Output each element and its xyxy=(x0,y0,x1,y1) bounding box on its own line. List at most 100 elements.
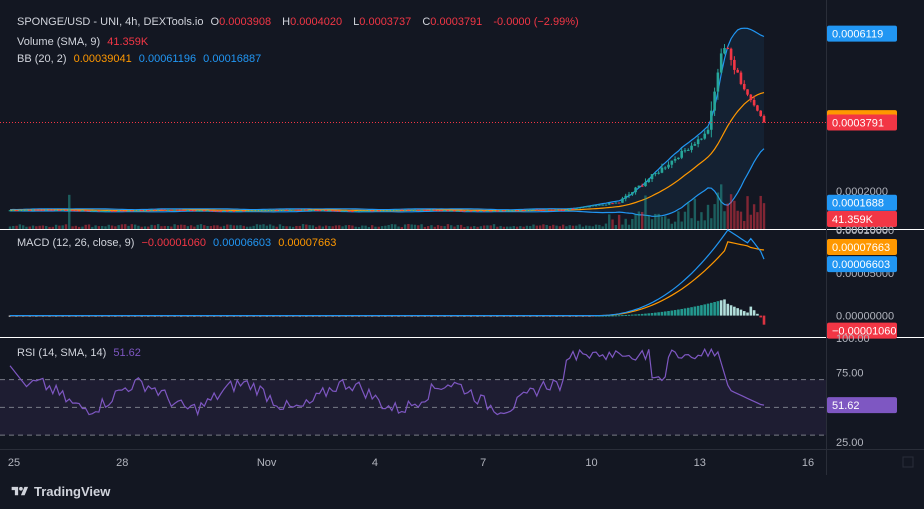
volume-bar xyxy=(163,225,166,229)
candle-body xyxy=(328,210,331,212)
candle-body xyxy=(690,145,693,150)
bb-legend-label[interactable]: BB (20, 2) xyxy=(17,53,67,65)
candle-body xyxy=(81,210,84,212)
candle-body xyxy=(746,89,749,95)
macd-histogram-bar xyxy=(657,312,660,316)
candle-body xyxy=(334,210,338,212)
macd-histogram-bar xyxy=(686,307,690,316)
volume-bar xyxy=(318,225,321,229)
candle-body xyxy=(324,210,328,212)
candle-body xyxy=(54,209,58,211)
candle-body xyxy=(706,129,710,134)
candle-body xyxy=(397,209,400,211)
volume-bar xyxy=(700,212,703,229)
candle-body xyxy=(120,210,124,212)
macd-histogram-bar xyxy=(746,312,749,316)
volume-bar xyxy=(601,226,604,229)
candle-body xyxy=(407,209,410,211)
macd-histogram-bar xyxy=(726,303,730,316)
volume-bar xyxy=(114,226,117,229)
candle-body xyxy=(654,173,657,175)
candle-body xyxy=(308,210,311,212)
volume-bar xyxy=(288,226,292,229)
candle-body xyxy=(604,204,608,206)
volume-bar xyxy=(334,225,338,229)
volume-bar xyxy=(476,226,479,229)
candle-body xyxy=(660,167,664,173)
candle-body xyxy=(380,210,384,212)
candle-body xyxy=(341,210,344,212)
candle-body xyxy=(420,209,423,211)
volume-bar xyxy=(206,225,209,229)
volume-bar xyxy=(374,226,377,229)
volume-bar xyxy=(130,224,134,229)
candle-body xyxy=(469,210,473,212)
macd-histogram-bar xyxy=(723,299,726,316)
candle-body xyxy=(723,48,726,54)
macd-histogram-bar xyxy=(756,313,759,316)
volume-bar xyxy=(229,224,232,229)
macd-histogram-bar xyxy=(759,315,763,318)
candle-body xyxy=(357,210,361,212)
volume-bar xyxy=(156,224,160,229)
volume-bar xyxy=(486,225,489,229)
time-axis-tick: 7 xyxy=(480,457,486,469)
volume-bar xyxy=(127,225,130,229)
candle-body xyxy=(430,209,433,211)
volume-bar xyxy=(308,225,311,229)
volume-bar xyxy=(259,224,262,229)
volume-bar xyxy=(696,220,700,229)
volume-bar xyxy=(160,226,163,229)
candle-body xyxy=(331,210,334,212)
candle-body xyxy=(693,144,697,146)
volume-bar xyxy=(278,224,282,229)
candle-body xyxy=(482,210,486,212)
macd-line xyxy=(10,229,765,317)
candle-body xyxy=(489,210,493,212)
candle-body xyxy=(644,182,647,187)
volume-bar xyxy=(621,224,624,229)
volume-bar xyxy=(35,226,38,229)
volume-bar xyxy=(147,226,150,229)
volume-bar xyxy=(555,225,558,229)
candle-body xyxy=(486,210,489,212)
time-axis-tick: 25 xyxy=(8,457,20,469)
candle-body xyxy=(561,209,565,211)
candle-body xyxy=(288,209,292,211)
tradingview-branding[interactable]: TradingView xyxy=(10,484,110,499)
volume-legend-label[interactable]: Volume (SMA, 9) xyxy=(17,36,101,48)
volume-bar xyxy=(522,226,525,229)
macd-histogram-bar xyxy=(617,315,621,317)
candle-body xyxy=(265,209,269,211)
volume-bar xyxy=(542,224,545,229)
volume-bar xyxy=(328,226,331,229)
candle-body xyxy=(575,208,578,210)
candle-body xyxy=(403,209,407,211)
candle-body xyxy=(548,209,552,211)
time-axis-tick: Nov xyxy=(257,457,277,469)
macd-histogram-bar xyxy=(663,311,667,316)
volume-bar xyxy=(242,225,245,229)
candle-body xyxy=(314,210,318,212)
volume-bar xyxy=(87,224,91,229)
volume-bar xyxy=(453,226,456,229)
volume-bar xyxy=(706,204,710,229)
volume-bar xyxy=(459,224,463,229)
volume-bar xyxy=(384,225,387,229)
candle-body xyxy=(588,206,591,208)
candle-body xyxy=(107,210,111,212)
macd-legend-label[interactable]: MACD (12, 26, close, 9) xyxy=(17,237,135,249)
candle-body xyxy=(726,48,730,50)
rsi-legend-label[interactable]: RSI (14, SMA, 14) xyxy=(17,347,107,359)
candle-body xyxy=(423,209,427,211)
candle-body xyxy=(762,116,766,123)
price-label-bg xyxy=(827,25,897,42)
time-axis-tick: 28 xyxy=(116,457,128,469)
volume-bar xyxy=(403,224,407,229)
volume-bar xyxy=(110,225,114,229)
candle-body xyxy=(275,209,278,211)
candle-body xyxy=(463,210,466,212)
symbol-title[interactable]: SPONGE/USD - UNI, 4h, DEXTools.io xyxy=(17,16,204,28)
candle-body xyxy=(492,210,496,212)
